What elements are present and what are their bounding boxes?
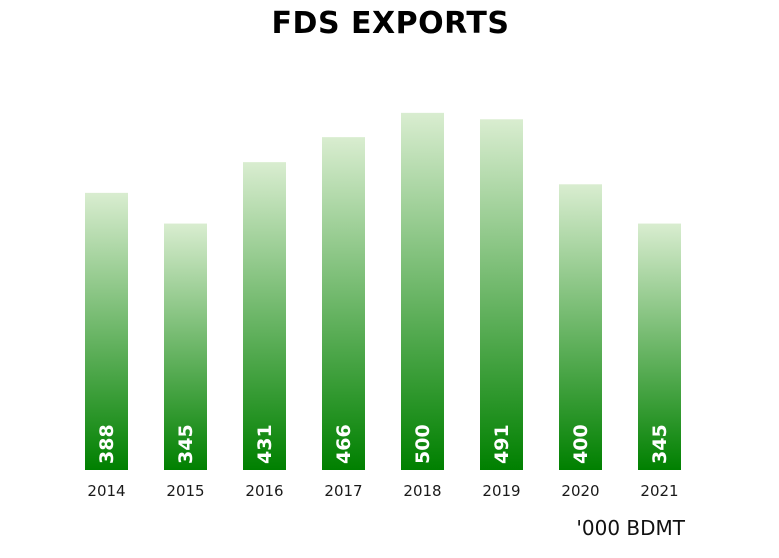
tick-label-2017: 2017 [324,482,362,500]
value-label-2018: 500 [412,424,434,464]
bar-2019 [480,119,523,471]
tick-label-2021: 2021 [640,482,678,500]
value-label-2021: 345 [649,424,671,464]
tick-label-2020: 2020 [561,482,599,500]
tick-label-2019: 2019 [482,482,520,500]
tick-label-2016: 2016 [245,482,283,500]
tick-label-2014: 2014 [87,482,125,500]
value-label-2016: 431 [254,424,276,464]
bar-2018 [401,112,444,470]
bar-2014 [85,192,128,470]
tick-label-2018: 2018 [403,482,441,500]
bar-2020 [559,184,602,470]
bar-2015 [164,223,207,470]
tick-label-2015: 2015 [166,482,204,500]
value-label-2020: 400 [570,424,592,464]
bars-layer [85,112,681,471]
unit-label: '000 BDMT [576,516,685,540]
value-label-2017: 466 [333,424,355,464]
bar-2021 [638,223,681,470]
bar-2017 [322,137,365,470]
chart-title: FDS EXPORTS [271,6,510,41]
value-label-2019: 491 [491,424,513,464]
bar-2016 [243,162,286,470]
value-label-2014: 388 [96,424,118,464]
labels-layer: 388 2014 345 2015 431 2016 466 2017 500 2018 491 20… [87,424,678,500]
value-label-2015: 345 [175,424,197,464]
